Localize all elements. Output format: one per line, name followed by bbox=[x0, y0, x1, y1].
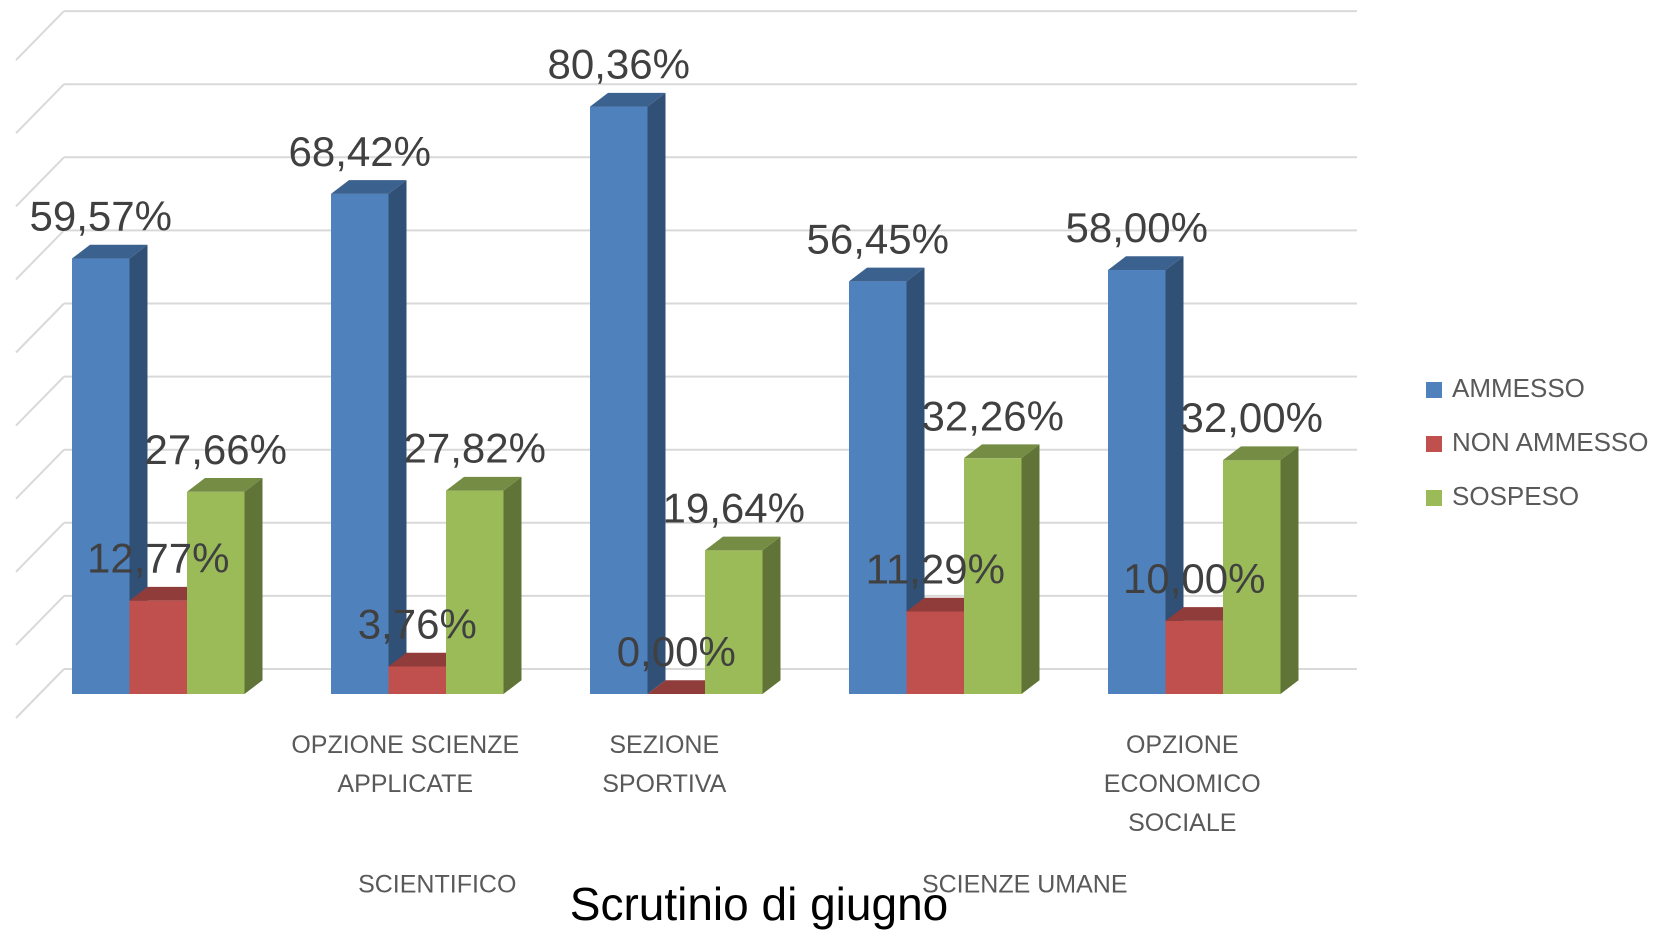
value-label: 59,57% bbox=[30, 193, 172, 240]
value-label: 11,29% bbox=[866, 546, 1005, 593]
bar-top bbox=[647, 680, 723, 694]
value-label: 32,00% bbox=[1181, 394, 1323, 441]
bar-side bbox=[1280, 446, 1299, 694]
legend-label: NON AMMESSO bbox=[1452, 427, 1648, 457]
x-tick-label: SEZIONE SPORTIVA bbox=[602, 731, 726, 798]
value-label: 58,00% bbox=[1066, 204, 1208, 251]
grid-line-side bbox=[15, 449, 65, 500]
value-label: 27,66% bbox=[145, 426, 287, 473]
group-label: SCIENZE UMANE bbox=[922, 871, 1128, 899]
bar-side bbox=[244, 478, 263, 694]
grid-line-side bbox=[15, 668, 65, 719]
bar-top bbox=[705, 536, 781, 551]
bar-side bbox=[762, 536, 781, 694]
bar-top bbox=[964, 444, 1040, 459]
legend-label: SOSPESO bbox=[1452, 481, 1579, 511]
legend-swatch bbox=[1426, 490, 1442, 506]
bar-side bbox=[503, 476, 522, 694]
value-label: 68,42% bbox=[289, 128, 431, 175]
bar-top bbox=[590, 92, 666, 107]
value-label: 32,26% bbox=[922, 392, 1064, 439]
value-label: 56,45% bbox=[807, 215, 949, 262]
legend-swatch bbox=[1426, 382, 1442, 398]
grid-line-side bbox=[15, 229, 65, 281]
bar-front bbox=[388, 666, 446, 694]
bar-front bbox=[331, 193, 389, 694]
bar-front bbox=[590, 106, 648, 694]
grid-line-side bbox=[15, 10, 65, 61]
value-label: 3,76% bbox=[358, 601, 477, 648]
value-label: 10,00% bbox=[1123, 555, 1265, 602]
bar-front bbox=[1223, 460, 1281, 694]
value-label: 12,77% bbox=[87, 535, 229, 582]
bar-top bbox=[849, 267, 925, 282]
bar-side bbox=[647, 92, 666, 694]
bar-front bbox=[906, 611, 964, 694]
bar-top bbox=[331, 180, 407, 194]
bar-side bbox=[1021, 444, 1040, 694]
bar-top bbox=[187, 478, 263, 492]
grid-line-side bbox=[15, 156, 65, 207]
bar-front bbox=[1108, 270, 1166, 694]
bar-top bbox=[1165, 607, 1241, 621]
bar-top bbox=[446, 476, 522, 491]
x-tick-label: OPZIONE SCIENZE APPLICATE bbox=[291, 731, 519, 798]
grid-line-side bbox=[15, 302, 65, 354]
bar-front bbox=[705, 550, 763, 694]
value-label: 80,36% bbox=[548, 41, 690, 88]
group-label: SCIENTIFICO bbox=[358, 871, 516, 899]
bar-front bbox=[129, 600, 187, 694]
bar-front bbox=[1165, 620, 1223, 694]
grid-line-side bbox=[15, 522, 65, 573]
bar-front bbox=[964, 458, 1022, 694]
value-label: 27,82% bbox=[404, 425, 546, 472]
chart-title: Scrutinio di giugno bbox=[570, 878, 948, 930]
legend-swatch bbox=[1426, 436, 1442, 452]
grid-line-side bbox=[15, 83, 65, 134]
bar-top bbox=[1223, 446, 1299, 461]
value-label: 0,00% bbox=[617, 628, 736, 675]
bar-side bbox=[1165, 256, 1184, 694]
bar-front bbox=[849, 281, 907, 694]
grid-line-side bbox=[15, 375, 65, 427]
grid-line-side bbox=[15, 595, 65, 646]
x-tick-label: OPZIONE ECONOMICO SOCIALE bbox=[1104, 731, 1261, 837]
bar-top bbox=[129, 586, 205, 601]
value-label: 19,64% bbox=[663, 485, 805, 532]
bar-top bbox=[72, 244, 148, 259]
bar-front bbox=[187, 491, 245, 694]
bar-side bbox=[906, 267, 925, 694]
bar-side bbox=[129, 244, 148, 694]
legend-label: AMMESSO bbox=[1452, 373, 1585, 403]
bar-front bbox=[446, 490, 504, 694]
bar-top bbox=[906, 597, 982, 612]
bar-top bbox=[1108, 256, 1184, 271]
bar-top bbox=[388, 652, 464, 667]
bar-front bbox=[72, 258, 130, 694]
bar-side bbox=[388, 180, 407, 694]
